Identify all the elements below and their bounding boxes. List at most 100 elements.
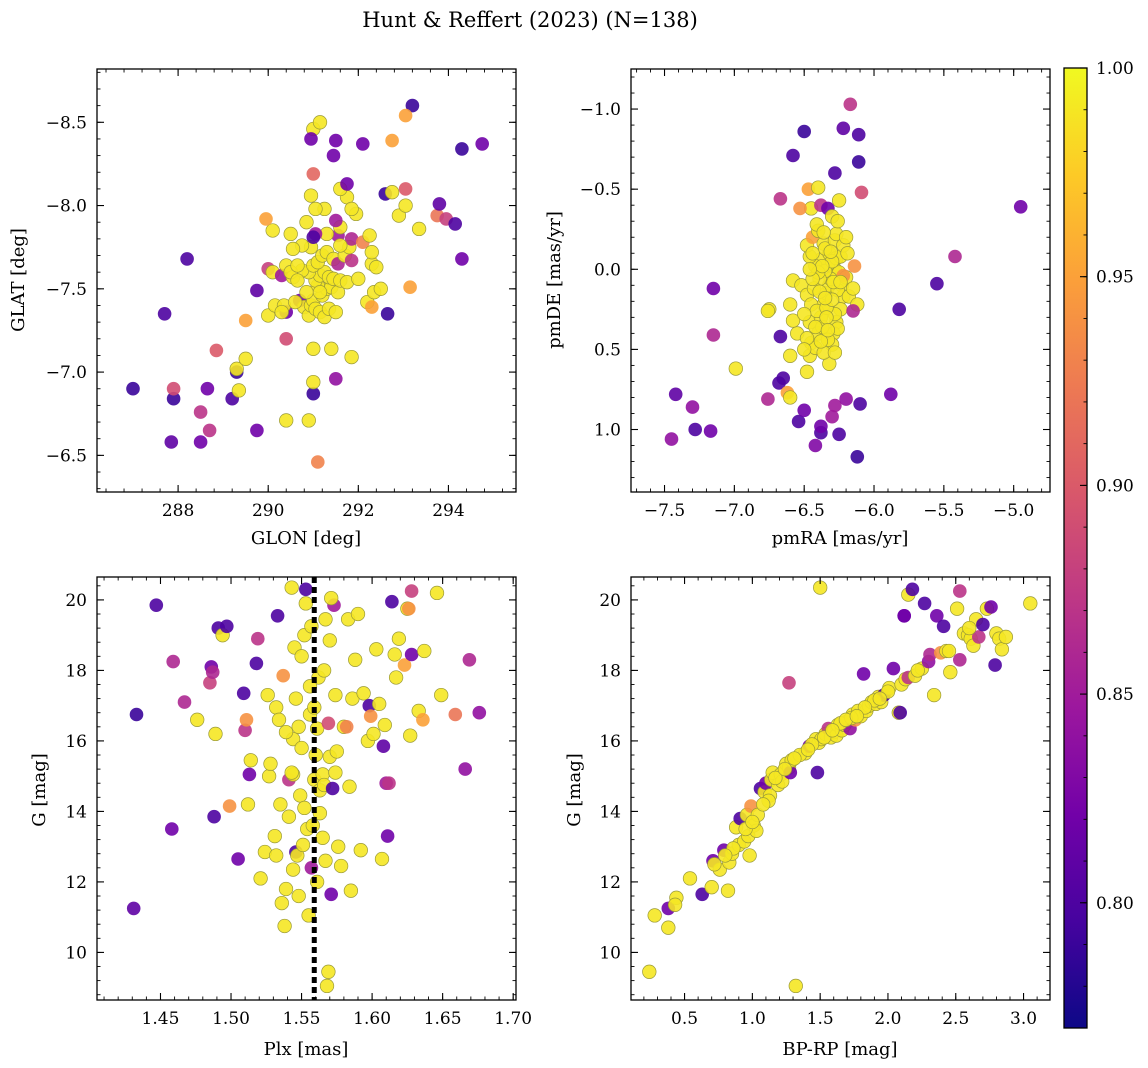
colorbar-tick-label: 0.80: [1096, 894, 1134, 914]
data-point: [783, 348, 798, 363]
data-point: [788, 978, 803, 994]
data-point: [872, 691, 887, 706]
y-tick-label: 14: [65, 802, 87, 822]
data-point: [319, 978, 335, 994]
data-point: [840, 246, 855, 261]
data-point: [350, 606, 366, 622]
data-point: [791, 414, 806, 429]
data-point: [799, 364, 815, 379]
axes-frame-bprp-g: [630, 576, 1051, 1001]
data-point: [363, 709, 378, 723]
data-point: [756, 797, 771, 812]
y-tick-label: −7.0: [46, 363, 87, 383]
colorbar-frame: [1063, 67, 1088, 1029]
data-point: [299, 582, 313, 597]
data-point: [283, 226, 298, 242]
data-point: [398, 198, 413, 213]
data-point: [261, 308, 276, 323]
data-point: [773, 329, 788, 344]
data-point: [250, 283, 264, 298]
data-point: [402, 601, 416, 616]
data-point: [783, 390, 798, 405]
data-point: [329, 372, 343, 386]
data-point: [688, 422, 702, 437]
y-tick-label: 10: [65, 943, 87, 963]
data-point: [773, 192, 788, 206]
data-point: [202, 423, 217, 438]
panel-bprp-g: 0.5 1.0 1.5 2.0 2.5 3.0 10 12 14 16 18 20 BP-RP [ma…: [564, 576, 1051, 1060]
data-point: [249, 656, 264, 671]
data-point: [377, 717, 392, 733]
data-point: [917, 596, 932, 611]
data-point: [728, 361, 743, 376]
data-point: [203, 676, 217, 690]
data-point: [830, 214, 845, 229]
data-point: [193, 435, 208, 449]
data-point: [827, 345, 843, 360]
data-point: [340, 177, 354, 191]
xlabel-bprp-g: BP-RP [mag]: [782, 1039, 897, 1060]
data-point: [271, 712, 287, 727]
data-point: [279, 413, 294, 428]
data-point: [720, 883, 736, 898]
data-point: [962, 620, 977, 636]
data-point: [849, 709, 864, 724]
data-point: [126, 381, 140, 396]
data-point: [312, 115, 328, 130]
data-point: [369, 642, 384, 657]
data-point: [284, 580, 299, 595]
data-point: [808, 319, 823, 335]
data-point: [353, 843, 368, 858]
data-point: [805, 246, 820, 261]
data-point: [707, 857, 722, 872]
data-point: [404, 647, 419, 662]
data-point: [897, 609, 911, 623]
data-point: [777, 761, 793, 777]
x-tick-label: 1.65: [424, 1009, 462, 1029]
data-point: [164, 435, 179, 449]
data-point: [149, 598, 164, 612]
data-point: [373, 281, 388, 296]
data-point: [976, 617, 990, 632]
data-point: [344, 201, 359, 217]
y-tick-label: −8.5: [46, 113, 87, 133]
data-point: [994, 642, 1010, 657]
data-point: [857, 700, 873, 715]
data-point: [344, 349, 359, 365]
data-point: [384, 185, 400, 200]
data-point: [825, 723, 840, 738]
y-tick-label: −1.0: [580, 100, 621, 120]
y-tick-label: 0.0: [594, 260, 621, 280]
ylabel-bprp-g: G [mag]: [564, 753, 585, 826]
data-point: [328, 765, 343, 780]
y-tick-label: 12: [65, 873, 87, 893]
data-point: [833, 274, 848, 290]
data-point: [351, 271, 366, 286]
data-point: [856, 667, 871, 681]
y-tick-label: 0.5: [594, 340, 621, 360]
data-point: [817, 290, 833, 306]
data-point: [820, 323, 836, 338]
ticks-pmra-pmde: −7.5 −7.0 −6.5 −6.0 −5.5 −5.0 1.0 0.5 0.0 −0.5 −1.…: [580, 69, 1050, 521]
data-point: [823, 244, 838, 259]
data-point: [166, 391, 181, 406]
data-point: [808, 438, 823, 453]
data-point: [343, 883, 359, 898]
data-point: [382, 776, 396, 790]
data-point: [836, 121, 851, 136]
data-point: [281, 809, 297, 824]
data-point: [318, 612, 333, 627]
data-point: [267, 828, 282, 844]
data-point: [261, 769, 277, 784]
data-point: [854, 185, 869, 200]
data-point: [299, 285, 314, 300]
data-point: [391, 631, 407, 646]
data-point: [374, 851, 390, 867]
points-bprp-g: [642, 580, 1038, 994]
data-point: [222, 799, 237, 813]
data-point: [814, 419, 828, 434]
colorbar: 0.80 0.85 0.90 0.95 1.00: [1063, 59, 1134, 1029]
data-point: [816, 225, 831, 240]
data-point: [815, 258, 830, 274]
data-point: [387, 647, 402, 662]
